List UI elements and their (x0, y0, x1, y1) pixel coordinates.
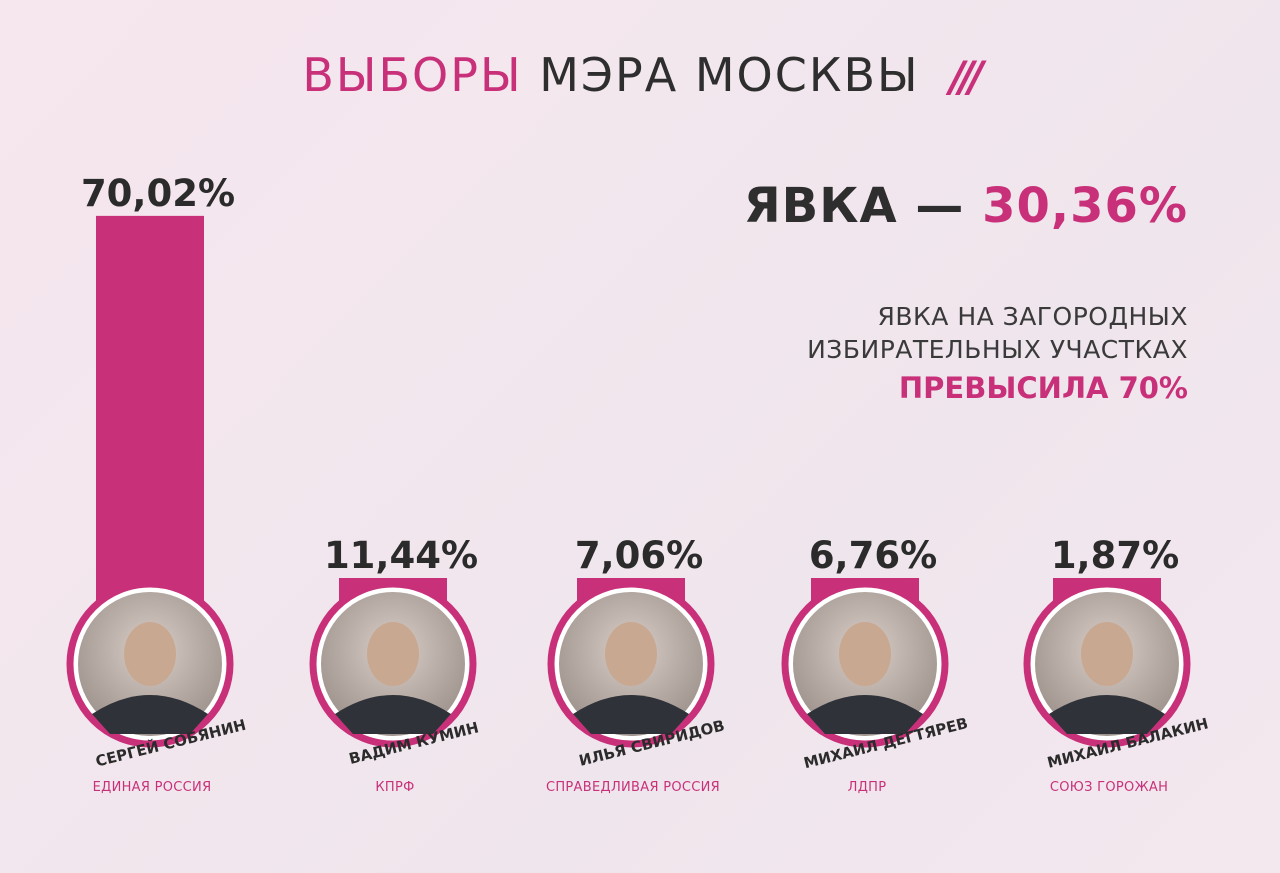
party-label-1: ЕДИНАЯ РОССИЯ (93, 780, 212, 795)
portrait-head-5 (1081, 622, 1133, 686)
suburban-turnout-note: ЯВКА НА ЗАГОРОДНЫХ ИЗБИРАТЕЛЬНЫХ УЧАСТКА… (807, 300, 1188, 408)
party-label-2: КПРФ (375, 780, 414, 795)
portrait-head-3 (605, 622, 657, 686)
note-line-1: ЯВКА НА ЗАГОРОДНЫХ (877, 302, 1188, 331)
portrait-shoulders-5 (1049, 695, 1165, 734)
value-label-1: 70,02% (81, 172, 235, 215)
portrait-shoulders-1 (92, 695, 208, 734)
note-highlight: ПРЕВЫСИЛА 70% (898, 371, 1188, 405)
value-label-5: 1,87% (1051, 534, 1179, 577)
title-part-elections: ВЫБОРЫ (302, 48, 523, 102)
title-part-mayor: МЭРА МОСКВЫ (539, 48, 920, 102)
portrait-shoulders-4 (807, 695, 923, 734)
party-label-4: ЛДПР (848, 780, 887, 795)
portrait-head-2 (367, 622, 419, 686)
portrait-head-1 (124, 622, 176, 686)
note-line-2: ИЗБИРАТЕЛЬНЫХ УЧАСТКАХ (807, 335, 1188, 364)
value-label-3: 7,06% (575, 534, 703, 577)
portrait-head-4 (839, 622, 891, 686)
portrait-shoulders-2 (335, 695, 451, 734)
turnout-value: 30,36% (982, 178, 1188, 234)
portrait-shoulders-3 (573, 695, 689, 734)
value-label-4: 6,76% (809, 534, 937, 577)
party-label-3: СПРАВЕДЛИВАЯ РОССИЯ (546, 780, 720, 795)
turnout-label: ЯВКА — (743, 178, 965, 234)
value-label-2: 11,44% (324, 534, 478, 577)
page-title: ВЫБОРЫ МЭРА МОСКВЫ/// (0, 48, 1280, 102)
party-label-5: СОЮЗ ГОРОЖАН (1050, 780, 1168, 795)
turnout-headline: ЯВКА — 30,36% (744, 178, 1188, 234)
